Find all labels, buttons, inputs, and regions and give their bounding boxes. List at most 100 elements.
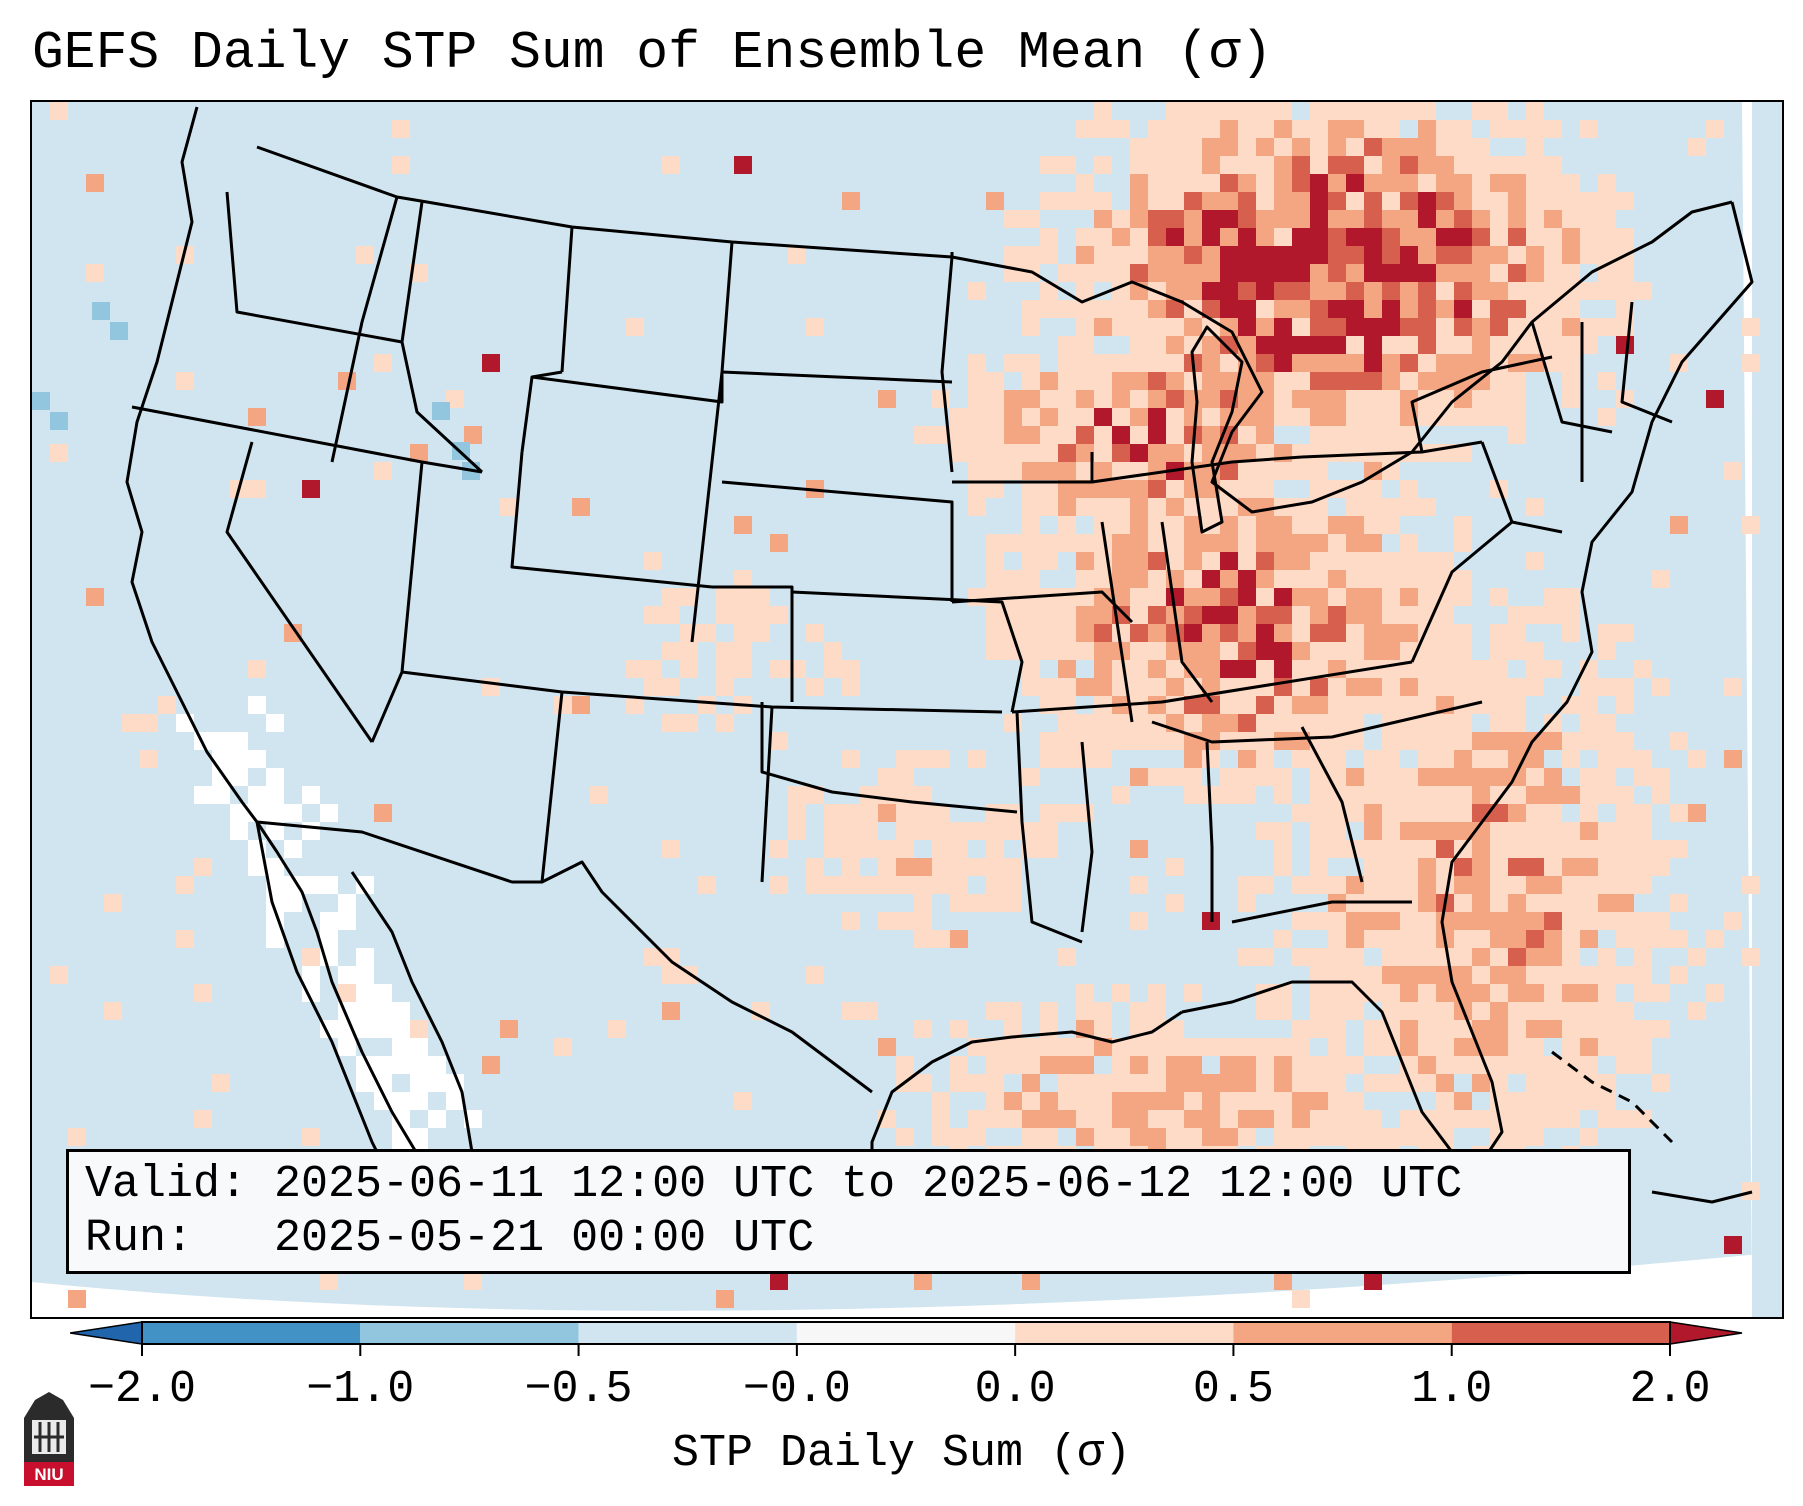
anomaly-cell xyxy=(1472,948,1490,966)
anomaly-cell xyxy=(1094,732,1112,750)
anomaly-cell xyxy=(1292,1092,1310,1110)
anomaly-cell xyxy=(1418,1020,1436,1038)
colorbar-extend-high xyxy=(1669,1321,1743,1345)
anomaly-cell xyxy=(1418,732,1436,750)
anomaly-cell xyxy=(1328,552,1346,570)
anomaly-cell xyxy=(1148,498,1166,516)
anomaly-cell xyxy=(1310,714,1328,732)
anomaly-cell xyxy=(1022,354,1040,372)
anomaly-cell xyxy=(1112,300,1130,318)
anomaly-cell xyxy=(1346,444,1364,462)
anomaly-cell xyxy=(1076,642,1094,660)
anomaly-cell xyxy=(1256,102,1274,120)
anomaly-cell xyxy=(1382,696,1400,714)
anomaly-cell xyxy=(1454,192,1472,210)
anomaly-cell xyxy=(1454,1056,1472,1074)
anomaly-cell xyxy=(1346,354,1364,372)
anomaly-cell xyxy=(1418,1128,1436,1146)
anomaly-cell xyxy=(1148,1056,1166,1074)
anomaly-cell xyxy=(1454,714,1472,732)
anomaly-cell xyxy=(1508,786,1526,804)
anomaly-cell xyxy=(1112,498,1130,516)
anomaly-cell xyxy=(986,1056,1004,1074)
anomaly-cell xyxy=(1022,822,1040,840)
colorbar-segment xyxy=(1451,1322,1670,1344)
anomaly-cell xyxy=(1094,570,1112,588)
anomaly-cell xyxy=(968,894,986,912)
anomaly-cell xyxy=(1418,282,1436,300)
anomaly-cell xyxy=(1616,840,1634,858)
anomaly-cell xyxy=(1328,948,1346,966)
anomaly-cell xyxy=(1580,1056,1598,1074)
anomaly-cell xyxy=(1058,354,1076,372)
anomaly-cell xyxy=(1328,444,1346,462)
anomaly-cell xyxy=(1220,480,1238,498)
anomaly-cell xyxy=(1580,732,1598,750)
state-line xyxy=(760,702,1018,814)
anomaly-cell xyxy=(1292,1074,1310,1092)
anomaly-cell xyxy=(932,930,950,948)
anomaly-cell xyxy=(1058,336,1076,354)
anomaly-cell xyxy=(1004,858,1022,876)
anomaly-cell xyxy=(1652,912,1670,930)
anomaly-cell xyxy=(1256,480,1274,498)
anomaly-cell xyxy=(1148,300,1166,318)
anomaly-cell xyxy=(1490,642,1508,660)
anomaly-cell xyxy=(1382,138,1400,156)
anomaly-cell xyxy=(1364,192,1382,210)
anomaly-cell xyxy=(1076,318,1094,336)
anomaly-cell xyxy=(1292,228,1310,246)
anomaly-cell xyxy=(1508,642,1526,660)
anomaly-cell xyxy=(1400,426,1418,444)
anomaly-cell xyxy=(1742,354,1760,372)
anomaly-cell xyxy=(1310,318,1328,336)
anomaly-cell xyxy=(914,426,932,444)
anomaly-cell xyxy=(1220,156,1238,174)
anomaly-cell xyxy=(1346,390,1364,408)
anomaly-cell xyxy=(1040,1110,1058,1128)
anomaly-cell xyxy=(1562,318,1580,336)
mexico-border xyxy=(256,820,873,1094)
anomaly-cell xyxy=(1202,714,1220,732)
anomaly-cell xyxy=(1040,480,1058,498)
anomaly-cell xyxy=(1544,264,1562,282)
anomaly-cell xyxy=(1364,642,1382,660)
anomaly-cell xyxy=(1076,462,1094,480)
anomaly-cell xyxy=(1436,840,1454,858)
anomaly-cell xyxy=(1436,408,1454,426)
anomaly-cell xyxy=(1058,300,1076,318)
anomaly-cell xyxy=(680,588,698,606)
anomaly-cell xyxy=(1238,210,1256,228)
anomaly-cell xyxy=(770,606,788,624)
anomaly-cell xyxy=(1112,408,1130,426)
anomaly-cell xyxy=(1094,1128,1112,1146)
anomaly-cell xyxy=(1130,264,1148,282)
anomaly-cell xyxy=(194,858,212,876)
anomaly-cell xyxy=(1364,696,1382,714)
anomaly-cell xyxy=(1004,1092,1022,1110)
anomaly-cell xyxy=(1562,1074,1580,1092)
anomaly-cell xyxy=(1004,462,1022,480)
colorbar-segment xyxy=(1015,1322,1234,1344)
anomaly-cell xyxy=(1274,462,1292,480)
anomaly-cell xyxy=(1238,624,1256,642)
anomaly-cell xyxy=(1238,300,1256,318)
anomaly-cell xyxy=(1544,984,1562,1002)
anomaly-cell xyxy=(734,588,752,606)
anomaly-cell xyxy=(1598,282,1616,300)
anomaly-cell xyxy=(1364,174,1382,192)
anomaly-cell xyxy=(662,588,680,606)
anomaly-cell xyxy=(1274,300,1292,318)
hispaniola xyxy=(1651,1190,1753,1204)
anomaly-cell xyxy=(1292,1128,1310,1146)
anomaly-cell xyxy=(1346,1056,1364,1074)
anomaly-cell xyxy=(1508,246,1526,264)
anomaly-cell xyxy=(1148,1092,1166,1110)
anomaly-cell xyxy=(1400,372,1418,390)
anomaly-cell xyxy=(1364,606,1382,624)
anomaly-cell xyxy=(1148,570,1166,588)
anomaly-cell xyxy=(986,444,1004,462)
colorbar-segment xyxy=(142,1322,361,1344)
anomaly-cell xyxy=(1238,1110,1256,1128)
anomaly-cell xyxy=(140,750,158,768)
